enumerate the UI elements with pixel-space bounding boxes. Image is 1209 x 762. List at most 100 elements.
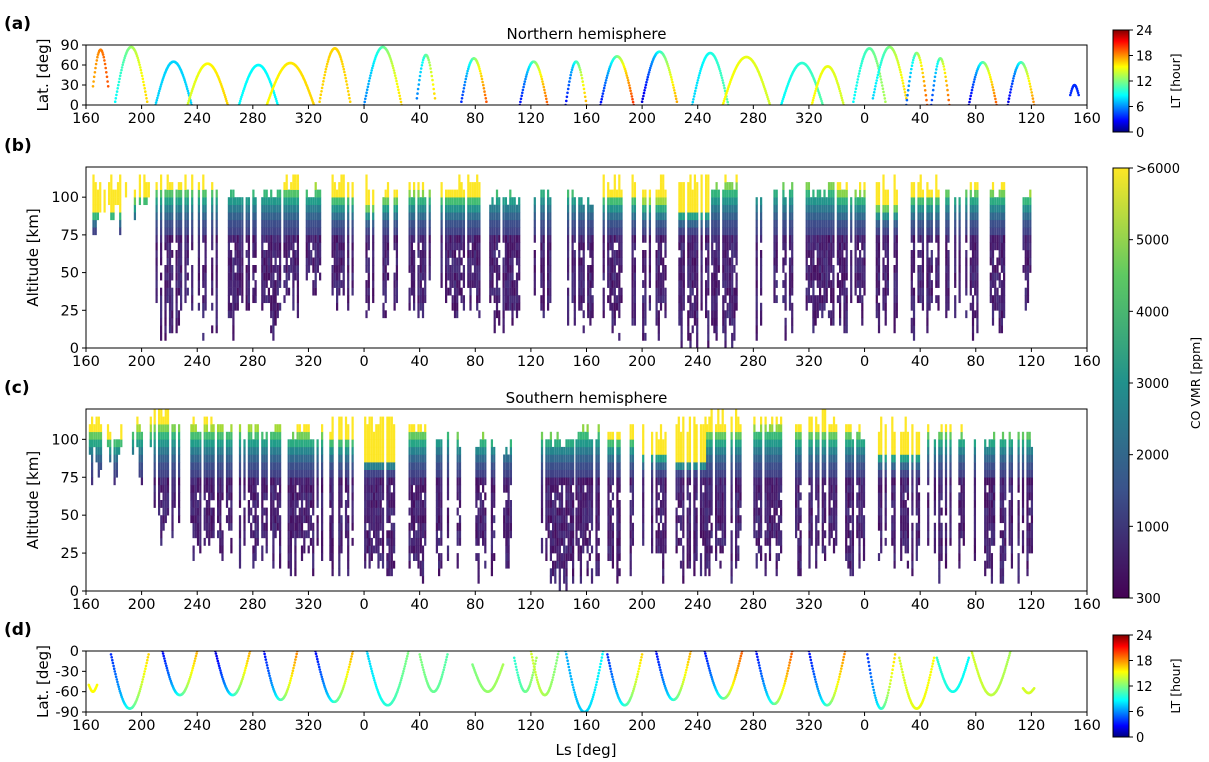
heatmap-cell: [1022, 242, 1025, 251]
scatter-point: [418, 78, 421, 82]
heatmap-cell: [245, 197, 248, 206]
scatter-point: [484, 97, 488, 100]
heatmap-cell: [241, 212, 244, 221]
profile-group: [283, 174, 300, 319]
heatmap-cell: [613, 234, 616, 243]
heatmap-cell: [689, 302, 692, 311]
heatmap-cell: [969, 197, 972, 206]
heatmap-cell: [184, 227, 187, 236]
heatmap-cell: [664, 287, 667, 296]
heatmap-cell: [877, 302, 881, 311]
heatmap-cell: [112, 212, 115, 221]
scatter-point: [96, 53, 100, 56]
heatmap-cell: [648, 204, 652, 213]
heatmap-cell: [230, 227, 233, 236]
heatmap-cell: [493, 212, 496, 221]
heatmap-cell: [270, 280, 273, 288]
heatmap-cell: [726, 265, 729, 273]
heatmap-cell: [687, 234, 690, 243]
heatmap-cell: [347, 189, 350, 198]
heatmap-cell: [644, 234, 647, 243]
scatter-point: [225, 101, 229, 105]
heatmap-cell: [618, 280, 621, 288]
heatmap-cell: [319, 204, 322, 213]
scatter-point: [643, 89, 646, 92]
heatmap-cell: [166, 189, 169, 198]
heatmap-cell: [421, 182, 425, 190]
heatmap-cell: [365, 250, 368, 258]
heatmap-cell: [333, 257, 336, 266]
heatmap-cell: [342, 227, 345, 236]
heatmap-cell: [680, 197, 683, 206]
heatmap-cell: [775, 219, 778, 228]
profile-group: [602, 174, 637, 341]
heatmap-cell: [589, 295, 592, 304]
scatter-point: [819, 97, 823, 101]
scatter-point: [838, 87, 841, 91]
heatmap-cell: [310, 227, 313, 236]
heatmap-cell: [347, 212, 350, 221]
heatmap-cell: [467, 182, 470, 190]
scatter-point: [186, 89, 190, 93]
heatmap-cell: [717, 197, 720, 206]
heatmap-cell: [567, 295, 570, 304]
heatmap-cell: [372, 242, 375, 251]
heatmap-cell: [680, 272, 683, 281]
heatmap-cell: [827, 310, 831, 319]
heatmap-cell: [270, 302, 273, 311]
heatmap-cell: [507, 287, 510, 296]
heatmap-cell: [279, 250, 282, 258]
heatmap-cell: [696, 272, 699, 281]
heatmap-cell: [215, 257, 218, 266]
heatmap-cell: [285, 242, 288, 251]
heatmap-cell: [945, 219, 948, 228]
heatmap-cell: [587, 204, 590, 213]
heatmap-cell: [965, 265, 968, 273]
heatmap-cell: [175, 325, 178, 334]
scatter-point: [839, 92, 842, 95]
heatmap-cell: [160, 189, 163, 198]
heatmap-cell: [274, 227, 277, 236]
heatmap-cell: [467, 280, 470, 288]
heatmap-cell: [507, 219, 510, 228]
heatmap-cell: [507, 265, 510, 273]
heatmap-cell: [609, 227, 612, 236]
heatmap-cell: [384, 197, 387, 206]
heatmap-cell: [644, 317, 647, 326]
heatmap-cell: [680, 325, 683, 334]
heatmap-cell: [424, 234, 427, 243]
heatmap-cell: [715, 280, 718, 288]
heatmap-cell: [693, 242, 697, 251]
heatmap-cell: [507, 295, 510, 304]
heatmap-cell: [648, 219, 652, 228]
scatter-point: [935, 65, 939, 68]
heatmap-cell: [582, 310, 585, 319]
heatmap-cell: [875, 302, 878, 311]
x-tick-label: 240: [684, 111, 712, 127]
heatmap-cell: [863, 272, 866, 281]
heatmap-cell: [659, 219, 663, 228]
heatmap-cell: [238, 227, 242, 236]
heatmap-cell: [859, 212, 862, 221]
heatmap-cell: [319, 234, 322, 243]
heatmap-cell: [502, 287, 505, 296]
heatmap-cell: [947, 265, 950, 273]
scatter-point: [91, 85, 95, 88]
heatmap-cell: [841, 287, 844, 296]
heatmap-cell: [893, 182, 896, 190]
heatmap-cell: [819, 197, 822, 206]
heatmap-cell: [998, 325, 1001, 334]
heatmap-cell: [382, 219, 385, 228]
heatmap-cell: [571, 242, 574, 251]
heatmap-cell: [312, 234, 315, 243]
scatter-point: [106, 85, 110, 88]
heatmap-cell: [707, 287, 710, 296]
heatmap-cell: [473, 227, 477, 236]
heatmap-cell: [191, 302, 194, 311]
heatmap-cell: [573, 280, 576, 288]
scatter-point: [1012, 77, 1015, 80]
heatmap-cell: [1000, 310, 1004, 319]
heatmap-cell: [755, 295, 758, 304]
scatter-point: [160, 81, 164, 84]
heatmap-cell: [607, 212, 610, 221]
